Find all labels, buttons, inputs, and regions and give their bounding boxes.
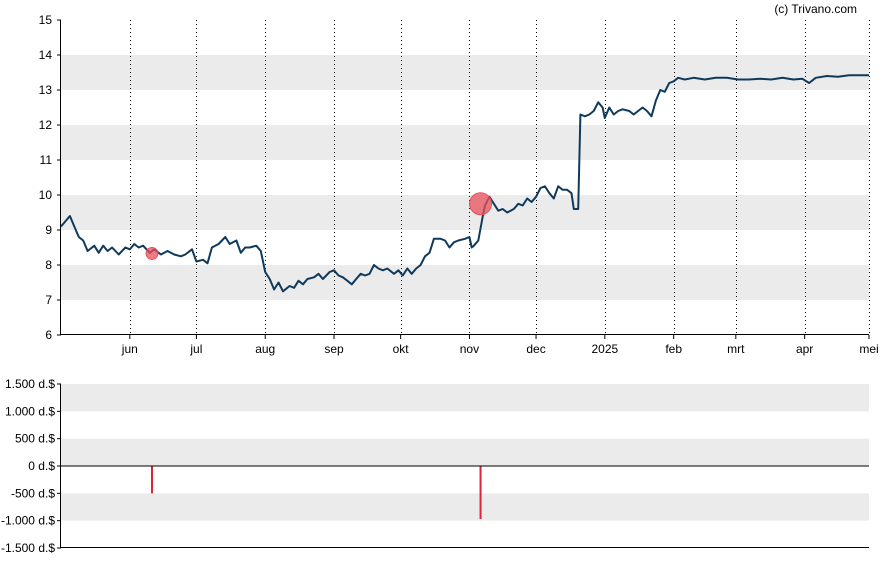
price-chart-y-ticks: 6 7 8 9 10 11 12 13 14 15: [39, 13, 61, 342]
price-chart-series: [60, 74, 869, 293]
x-tick-label: apr: [796, 342, 813, 356]
price-chart-axes: [60, 20, 869, 335]
y-tick-label: 8: [45, 258, 52, 272]
y-tick-label: 6: [45, 328, 52, 342]
price-chart-markers: [145, 192, 493, 260]
bar-chart-y-ticks: 1.500 d.$ 1.000 d.$ 500 d.$ 0 d.$ -500 d.$ -1…: [1, 377, 61, 555]
trade-marker: [469, 192, 493, 216]
y-tick-label: 7: [45, 293, 52, 307]
price-line: [60, 74, 869, 293]
x-tick-label: feb: [665, 342, 682, 356]
x-tick-label: jun: [121, 342, 138, 356]
bar-y-tick-label: -500 d.$: [11, 486, 55, 500]
x-tick-label: nov: [460, 342, 479, 356]
price-band: [61, 55, 869, 90]
bar-y-tick-label: 500 d.$: [15, 432, 55, 446]
x-tick-label: sep: [324, 342, 344, 356]
y-tick-label: 14: [39, 48, 53, 62]
y-tick-label: 12: [39, 118, 53, 132]
bar-band: [61, 384, 869, 412]
bar-y-tick-label: 1.000 d.$: [5, 404, 55, 418]
x-tick-label: okt: [393, 342, 410, 356]
bar-band: [61, 493, 869, 521]
price-band: [61, 125, 869, 160]
trade-marker: [145, 246, 159, 260]
x-tick-label: mei: [859, 342, 878, 356]
bar-y-tick-label: -1.000 d.$: [1, 514, 55, 528]
x-tick-label: 2025: [591, 342, 618, 356]
y-tick-label: 11: [40, 153, 53, 167]
bar-y-tick-label: -1.500 d.$: [1, 541, 55, 555]
y-tick-label: 9: [45, 223, 52, 237]
bar-y-tick-label: 1.500 d.$: [5, 377, 55, 391]
bar-y-tick-label: 0 d.$: [28, 459, 55, 473]
price-chart-vertical-grid: [130, 20, 870, 335]
price-band: [61, 265, 869, 300]
watermark: (c) Trivano.com: [774, 2, 857, 16]
y-tick-label: 13: [39, 83, 53, 97]
bar-band: [61, 438, 869, 466]
x-tick-label: mrt: [727, 342, 745, 356]
x-tick-label: jul: [189, 342, 202, 356]
price-chart-x-ticks: jun jul aug sep okt nov dec 2025 feb mrt apr mei: [121, 335, 879, 356]
y-tick-label: 15: [39, 13, 53, 27]
price-band: [61, 195, 869, 230]
y-tick-label: 10: [39, 188, 53, 202]
price-chart-bands: [61, 55, 869, 300]
bar-chart-bars: [151, 466, 482, 520]
x-tick-label: dec: [526, 342, 545, 356]
bar-chart-bands: [61, 384, 869, 521]
x-tick-label: aug: [255, 342, 275, 356]
